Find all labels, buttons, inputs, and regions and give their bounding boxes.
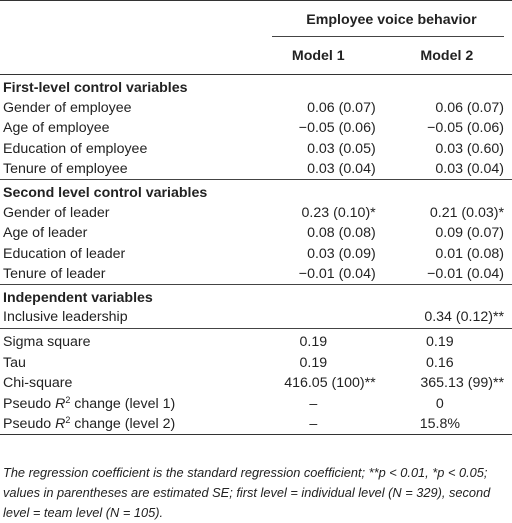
table-row: Age of leader 0.08 (0.08) 0.09 (0.07) (0, 223, 512, 244)
model2-value: 365.13 (99)** (420, 375, 504, 392)
section-title-row: Independent variables (0, 285, 512, 308)
label-suffix: change (level 1) (70, 395, 176, 412)
header-group-label: Employee voice behavior (250, 0, 512, 39)
model1-value: 0.19 (299, 334, 328, 351)
label-suffix: change (level 2) (70, 415, 176, 432)
model1-value: 0.08 (0.08) (307, 225, 376, 242)
row-label: Education of employee (3, 140, 148, 157)
model1-value: 416.05 (100)** (284, 375, 376, 392)
label-prefix: Pseudo (3, 395, 56, 412)
model1-value: −0.01 (0.04) (250, 264, 376, 285)
label-superscript: 2 (65, 394, 71, 405)
model2-value: −0.01 (0.04) (375, 264, 512, 285)
table-row: Age of employee −0.05 (0.06) −0.05 (0.06… (0, 118, 512, 139)
model1-value: 0.03 (0.05) (307, 140, 376, 157)
table-row: Gender of employee 0.06 (0.07) 0.06 (0.0… (0, 98, 512, 119)
table-row: Inclusive leadership 0.34 (0.12)** (0, 307, 512, 329)
header-blank-cell (0, 38, 251, 75)
model2-value: 0.09 (0.07) (435, 225, 504, 242)
summary-row: Sigma square 0.19 0.19 (0, 332, 512, 353)
summary-row: Pseudo R2 change (level 1) – 0 (0, 394, 512, 415)
row-label: Gender of employee (3, 99, 132, 116)
model1-value: 0.19 (299, 354, 328, 371)
table-row: Education of leader 0.03 (0.09) 0.01 (0.… (0, 244, 512, 265)
model2-value: 0.03 (0.60) (435, 140, 504, 157)
summary-row: Pseudo R2 change (level 2) – 15.8% (0, 414, 512, 435)
section-title: Independent variables (3, 289, 153, 306)
table-row: Tenure of employee 0.03 (0.04) 0.03 (0.0… (0, 159, 512, 180)
row-label: Education of leader (3, 245, 126, 262)
model1-value: – (309, 395, 318, 412)
table-row: Gender of leader 0.23 (0.10)* 0.21 (0.03… (0, 203, 512, 224)
header-blank-cell (0, 0, 251, 39)
section-title-row: First-level control variables (0, 75, 512, 98)
model2-value: −0.05 (0.06) (427, 120, 504, 137)
section-title: First-level control variables (3, 79, 188, 96)
header-model1: Model 1 (250, 38, 376, 75)
model2-value: 0.34 (0.12)** (375, 307, 512, 329)
section-title: Second level control variables (3, 184, 208, 201)
model2-value: 0.01 (0.08) (435, 245, 504, 262)
row-label: Tenure of leader (0, 264, 251, 285)
model2-value: 0.16 (426, 354, 454, 371)
model2-value: 0.19 (426, 334, 454, 351)
header-row-models: Model 1 Model 2 (0, 38, 512, 75)
model1-value: 0.23 (0.10)* (301, 204, 376, 221)
table-footnote: The regression coefficient is the standa… (3, 465, 491, 520)
summary-label: Chi-square (3, 375, 73, 392)
model1-value (250, 307, 376, 329)
model2-value: 0 (435, 395, 444, 412)
model1-value: 0.06 (0.07) (307, 99, 376, 116)
model1-value: 0.03 (0.09) (307, 245, 376, 262)
summary-row: Tau 0.19 0.16 (0, 353, 512, 374)
row-label: Age of employee (3, 120, 110, 137)
label-prefix: Pseudo (3, 415, 56, 432)
label-variable: R (55, 415, 66, 432)
row-label: Tenure of employee (0, 159, 251, 180)
table-row: Tenure of leader −0.01 (0.04) −0.01 (0.0… (0, 264, 512, 285)
summary-label: Sigma square (3, 334, 91, 351)
table-row: Education of employee 0.03 (0.05) 0.03 (… (0, 139, 512, 160)
model1-value: −0.05 (0.06) (298, 120, 376, 137)
summary-label: Pseudo R2 change (level 2) (0, 414, 251, 435)
row-label: Inclusive leadership (0, 307, 251, 329)
model1-value: 0.03 (0.04) (250, 159, 376, 180)
summary-label: Pseudo R2 change (level 1) (0, 394, 251, 415)
model1-value: – (250, 414, 376, 435)
model2-value: 0.03 (0.04) (375, 159, 512, 180)
model2-value: 0.06 (0.07) (435, 99, 504, 116)
summary-label: Tau (3, 354, 26, 371)
section-title-row: Second level control variables (0, 180, 512, 203)
row-label: Gender of leader (3, 204, 110, 221)
header-row-group: Employee voice behavior (0, 0, 512, 39)
model2-value: 15.8% (375, 414, 512, 435)
label-superscript: 2 (65, 414, 71, 425)
model2-value: 0.21 (0.03)* (429, 204, 504, 221)
summary-row: Chi-square 416.05 (100)** 365.13 (99)** (0, 373, 512, 394)
header-model2: Model 2 (375, 38, 512, 75)
row-label: Age of leader (3, 225, 88, 242)
regression-table: Employee voice behavior Model 1 Model 2 … (0, 0, 512, 435)
label-variable: R (55, 395, 66, 412)
